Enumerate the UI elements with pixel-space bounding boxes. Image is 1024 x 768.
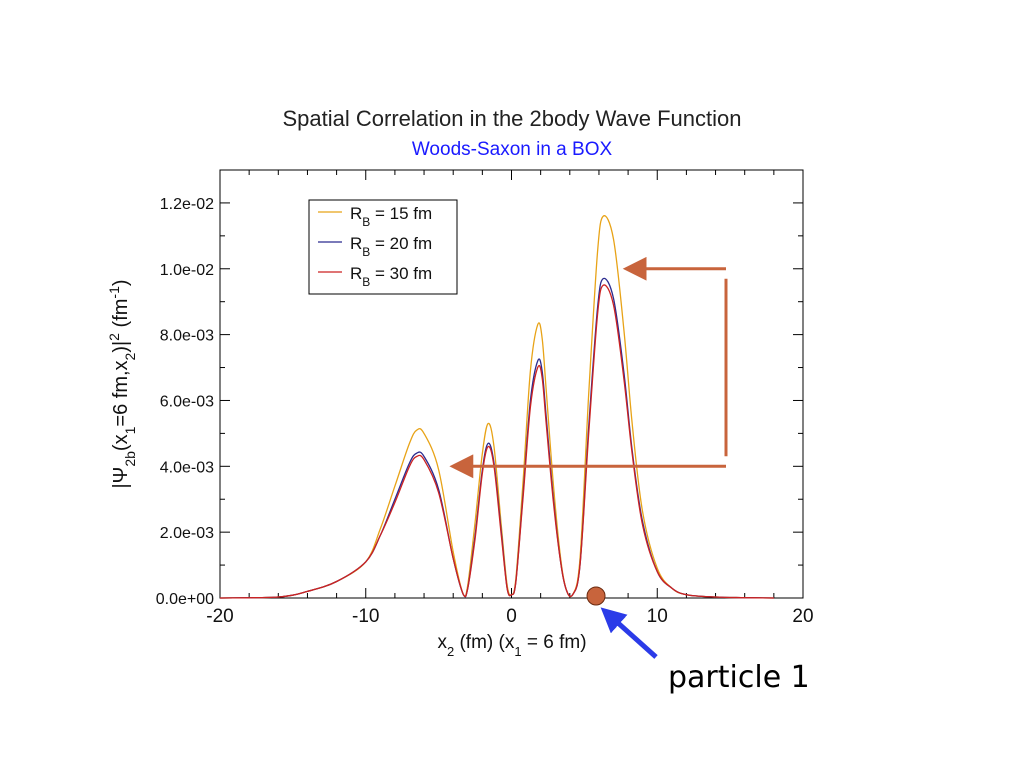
legend-label: RB = 15 fm [350, 204, 432, 229]
y-tick-label: 4.0e-03 [160, 459, 214, 476]
y-tick-label: 1.0e-02 [160, 262, 214, 279]
x-axis-label-sub2: 1 [514, 644, 521, 659]
x-axis-label: x2 (fm) (x1 = 6 fm) [437, 632, 586, 659]
y-axis-label-mid3: )| [110, 341, 132, 353]
legend: RB = 15 fm RB = 20 fm RB = 30 fm [308, 199, 458, 295]
y-axis-label-sub1: 2b [122, 451, 138, 467]
plot-area: -20 -10 0 10 20 0.0e+00 2.0e-03 4.0e-03 6.0e-03… [156, 169, 814, 627]
series-line-30 [219, 284, 774, 599]
y-tick-label: 0.0e+00 [156, 591, 214, 608]
particle-marker [586, 586, 606, 606]
y-axis-label-mid4: (fm [110, 299, 132, 333]
y-axis-label-sub2: 1 [122, 426, 138, 434]
y-tick-label: 1.2e-02 [160, 196, 214, 213]
legend-box [308, 199, 458, 295]
y-tick-label: 8.0e-03 [160, 328, 214, 345]
x-tick-label: 10 [647, 606, 668, 627]
series-line-20 [219, 277, 774, 599]
x-tick-label: -10 [352, 606, 379, 627]
y-axis-label-mid: (x [110, 434, 132, 451]
legend-label: RB = 30 fm [350, 264, 432, 289]
particle-pointer-arrow [600, 607, 658, 659]
series-line-15 [219, 215, 774, 599]
y-axis-label-end: ) [110, 279, 132, 286]
y-axis-label-mid2: =6 fm,x [110, 360, 132, 426]
x-tick-label: 20 [792, 606, 813, 627]
x-tick-label: -20 [206, 606, 233, 627]
y-axis-label: |Ψ2b(x1=6 fm,x2)|2 (fm-1) [106, 279, 138, 488]
x-tick-label: 0 [506, 606, 517, 627]
chart-subtitle: Woods-Saxon in a BOX [412, 139, 613, 160]
x-axis-label-rest: (fm) (x [454, 632, 515, 653]
y-axis-label-pre: |Ψ [110, 467, 132, 489]
chart-title: Spatial Correlation in the 2body Wave Fu… [283, 106, 742, 131]
x-tick-labels: -20 -10 0 10 20 [206, 606, 813, 627]
x-axis-label-rest2: = 6 fm) [522, 632, 587, 653]
axis-ticks [219, 170, 804, 599]
series-lines [219, 215, 774, 599]
y-axis-label-sup1: 2 [106, 333, 122, 341]
legend-label: RB = 20 fm [350, 234, 432, 259]
x-axis-label-main: x [437, 632, 447, 653]
particle-label: particle 1 [668, 660, 810, 695]
plot-frame [219, 169, 804, 599]
annotations [449, 256, 728, 659]
y-axis-label-sub3: 2 [122, 352, 138, 360]
y-axis-label-sup2: -1 [106, 286, 122, 299]
y-tick-label: 6.0e-03 [160, 393, 214, 410]
y-tick-labels: 0.0e+00 2.0e-03 4.0e-03 6.0e-03 8.0e-03 1.0e-… [156, 196, 214, 608]
x-axis-label-sub: 2 [447, 644, 454, 659]
y-tick-label: 2.0e-03 [160, 525, 214, 542]
